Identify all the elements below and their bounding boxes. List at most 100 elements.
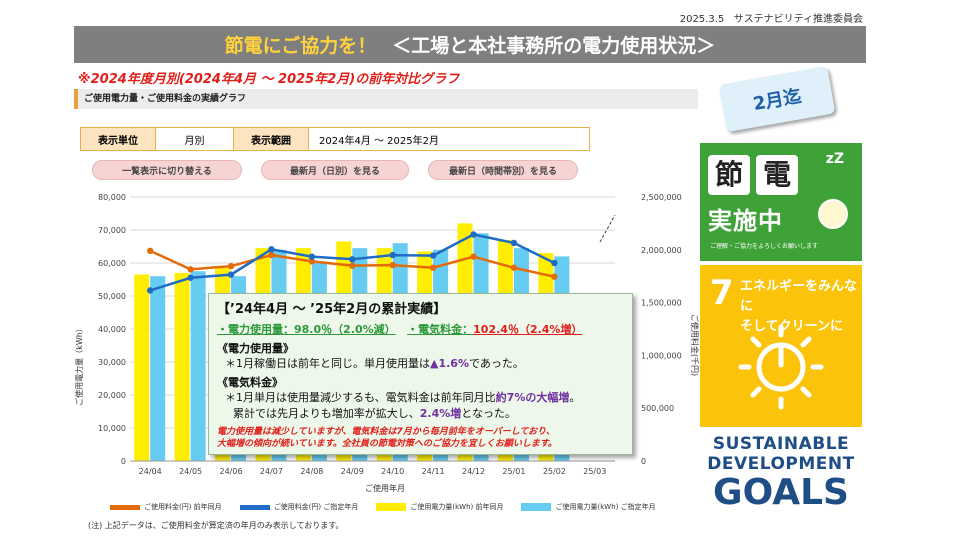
y-tick-left: 50,000 (98, 292, 126, 301)
fee-detail-2: 累計では先月よりも増加率が拡大し、2.4%増となった。 (233, 407, 516, 420)
y-tick-left: 70,000 (98, 226, 126, 235)
y-tick-left: 60,000 (98, 259, 126, 268)
kwh-value: 98.0％（2.0%減） (294, 323, 396, 336)
point-fee-cur (147, 287, 154, 294)
x-tick-label: 24/08 (300, 467, 323, 476)
point-fee-cur (227, 271, 235, 278)
y-tick-right: 1,500,000 (641, 299, 682, 308)
den-char: 電 (756, 155, 798, 195)
x-tick-label: 24/05 (179, 467, 202, 476)
sdgs-line-2: DEVELOPMENT (707, 454, 855, 474)
x-tick-label: 24/11 (422, 467, 445, 476)
point-fee-prev (551, 273, 558, 280)
summary-totals: ・電力使用量：98.0％（2.0%減） ・電気料金：102.4％（2.4%増） (217, 321, 624, 337)
title-main: 節電にご協力を！ (224, 35, 377, 57)
x-tick-label: 24/07 (260, 467, 283, 476)
point-fee-prev (389, 261, 396, 269)
point-fee-prev (147, 247, 154, 255)
legend-item-kwh-prev: ご使用電力量(kWh) 前年同月 (376, 502, 503, 512)
period-badge: 2月迄 (718, 65, 836, 133)
sdgs-logo: SUSTAINABLE DEVELOPMENT GOALS (700, 434, 862, 512)
graph-heading: ご使用電力量・ご使用料金の実績グラフ (74, 89, 698, 109)
display-controls: 表示単位 月別 表示範囲 2024年4月 ～ 2025年2月 (80, 127, 590, 151)
goal-number: 7 (710, 273, 734, 313)
bar-kwh-prev (134, 274, 150, 461)
x-tick-label: 25/02 (543, 467, 566, 476)
summary-heading: 【’24年4月 ～ ’25年2月の累計実績】 (217, 302, 447, 317)
fee-value: 102.4％（2.4%増） (473, 323, 583, 336)
fee-label: ・電気料金： (407, 323, 474, 336)
point-fee-prev (429, 264, 437, 271)
y-tick-right: 500,000 (641, 404, 674, 413)
sdg-goal-7-tile: 7 エネルギーをみんなに そしてクリーンに (700, 265, 862, 427)
point-fee-cur (389, 251, 396, 259)
y-tick-right: 2,500,000 (641, 193, 682, 202)
y-tick-left: 10,000 (98, 424, 126, 433)
sdgs-line-1: SUSTAINABLE (712, 434, 850, 454)
sdgs-line-3: GOALS (713, 472, 849, 513)
list-toggle-button[interactable]: 一覧表示に切り替える (92, 160, 242, 180)
point-fee-prev (308, 258, 316, 265)
legend-item-fee-prev: ご使用料金(円) 前年同月 (110, 502, 222, 512)
goal-text: エネルギーをみんなに そしてクリーンに (740, 279, 858, 334)
x-tick-label: 25/03 (583, 467, 606, 476)
point-fee-cur (551, 259, 558, 267)
x-tick-label: 24/09 (341, 467, 364, 476)
y-axis-label-left: ご使用電力量（kWh） (74, 324, 84, 406)
sun-power-icon (738, 324, 824, 410)
fee-detail-1: ＊1月単月は使用量減少するも、電気料金は前年同月比約7%の大幅増。 (225, 391, 581, 404)
y-tick-left: 40,000 (98, 325, 126, 334)
date-and-org: 2025.3.5 サステナビリティ推進委員会 (680, 10, 863, 25)
org-text: サステナビリティ推進委員会 (733, 14, 863, 25)
unit-label: 表示単位 (81, 128, 156, 150)
y-axis-label-right: ご使用料金(千円) (690, 314, 700, 376)
y-tick-left: 80,000 (98, 193, 126, 202)
point-fee-cur (268, 246, 275, 253)
light-bulb-icon (818, 199, 848, 229)
x-tick-label: 25/01 (502, 467, 525, 476)
point-fee-prev (349, 262, 356, 269)
unit-value[interactable]: 月別 (156, 128, 234, 150)
kwh-detail: ＊1月稼働日は前年と同じ。単月使用量は▲1.6%であった。 (225, 357, 524, 370)
summary-note: 電力使用量は減少していますが、電気料金は7月から毎月前年をオーバーしており、 大幅… (217, 427, 557, 449)
y-tick-left: 20,000 (98, 391, 126, 400)
page-subtitle: ※2024年度月別(2024年4月 ～ 2025年2月)の前年対比グラフ (78, 72, 460, 87)
point-fee-cur (429, 252, 437, 259)
date-text: 2025.3.5 (679, 14, 725, 25)
point-fee-prev (268, 251, 275, 259)
jisshi-text: 実施中 (708, 207, 783, 235)
point-fee-cur (349, 256, 356, 263)
point-fee-cur (510, 239, 518, 247)
point-fee-cur (187, 274, 194, 281)
setsuden-poster: 節 電 zZ 実施中 ご理解・ご協力をよろしくお願いします (700, 143, 862, 261)
sleep-icon: zZ (825, 151, 844, 167)
summary-box: 【’24年4月 ～ ’25年2月の累計実績】 ・電力使用量：98.0％（2.0%… (208, 293, 633, 455)
title-banner: 節電にご協力を！ ＜工場と本社事務所の電力使用状況＞ (74, 26, 866, 63)
point-fee-cur (470, 231, 477, 238)
legend-item-fee-cur: ご使用料金(円) ご指定年月 (239, 502, 358, 512)
kwh-label: ・電力使用量： (217, 323, 294, 336)
y-tick-right: 2,000,000 (641, 246, 682, 255)
title-sub: ＜工場と本社事務所の電力使用状況＞ (392, 35, 716, 57)
setsuden-small-text: ご理解・ご協力をよろしくお願いします (710, 243, 819, 250)
footnote: (注) 上記データは、ご使用料金が算定済の年月のみ表示しております。 (88, 521, 344, 530)
y-tick-left: 0 (121, 457, 126, 466)
point-fee-prev (510, 264, 518, 271)
point-fee-prev (470, 253, 477, 260)
x-tick-label: 24/06 (220, 467, 243, 476)
setsu-char: 節 (708, 155, 750, 195)
latest-day-button[interactable]: 最新日（時間帯別）を見る (428, 160, 578, 180)
chart-legend: ご使用料金(円) 前年同月 ご使用料金(円) ご指定年月 ご使用電力量(kWh)… (110, 502, 656, 512)
bar-kwh-cur (150, 276, 166, 461)
x-axis-label: ご使用年月 (365, 483, 405, 493)
legend-item-kwh-cur: ご使用電力量(kWh) ご指定年月 (521, 502, 656, 512)
x-tick-label: 24/12 (462, 467, 485, 476)
y-tick-right: 1,000,000 (641, 351, 682, 360)
range-label: 表示範囲 (234, 128, 309, 150)
bar-kwh-cur (190, 271, 206, 461)
latest-month-button[interactable]: 最新月（日別）を見る (261, 160, 409, 180)
range-value[interactable]: 2024年4月 ～ 2025年2月 (309, 128, 589, 150)
point-fee-prev (187, 266, 194, 273)
point-fee-cur (308, 253, 316, 260)
point-fee-prev (227, 262, 235, 270)
